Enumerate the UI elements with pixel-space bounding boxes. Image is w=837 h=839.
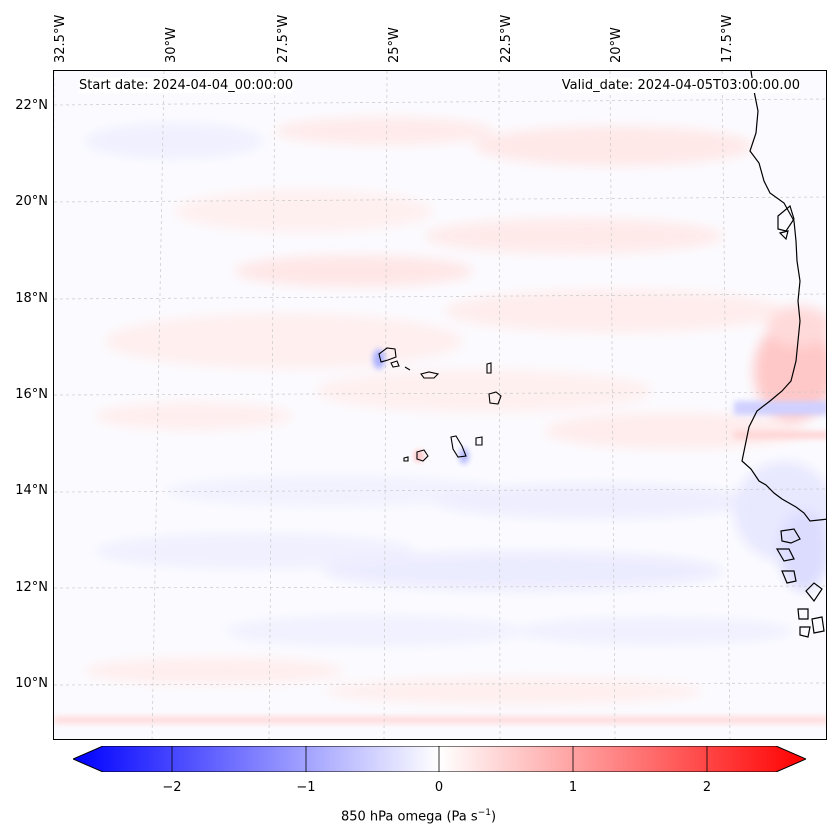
lon-label: 30°W <box>164 27 179 63</box>
lat-label: 12°N <box>15 580 48 595</box>
lon-label: 22.5°W <box>499 14 514 63</box>
colorbar-fill <box>73 746 806 772</box>
island-maio <box>475 436 483 446</box>
lat-label: 18°N <box>15 291 48 306</box>
colorbar-variable: 850 hPa omega <box>340 809 443 825</box>
colorbar-units-exponent: −1 <box>477 808 491 818</box>
map-panel: Start date: 2024-04-04_00:00:00 Valid_da… <box>53 70 827 740</box>
lon-label: 20°W <box>609 27 624 63</box>
lat-label: 14°N <box>15 483 48 498</box>
lat-label: 20°N <box>15 194 48 209</box>
island-sao-vicente <box>390 360 400 368</box>
field-shading <box>84 117 826 705</box>
colorbar-tick-label: 2 <box>702 780 712 795</box>
island-santiago <box>450 435 467 458</box>
island-brava <box>403 456 409 462</box>
colorbar-tick-label: 1 <box>568 780 578 795</box>
start-date-label: Start date: 2024-04-04_00:00:00 <box>79 78 294 93</box>
omega-field <box>54 71 826 739</box>
colorbar-tick-label: −2 <box>162 780 182 795</box>
valid-date-label: Valid_date: 2024-04-05T03:00:00.00 <box>561 78 800 93</box>
lon-label: 25°W <box>387 27 402 63</box>
colorbar-tick-label: 0 <box>434 780 444 795</box>
colorbar <box>73 746 806 772</box>
island-fogo <box>416 449 429 462</box>
lon-label: 27.5°W <box>276 14 291 63</box>
island-sao-nicolau <box>420 371 440 379</box>
lat-label: 22°N <box>15 98 48 113</box>
colorbar-units: Pa s <box>451 809 478 825</box>
colorbar-tick-label: −1 <box>296 780 316 795</box>
islands <box>378 347 502 462</box>
coastline <box>741 71 826 638</box>
lon-label: 17.5°W <box>720 14 735 63</box>
colorbar-title: 850 hPa omega (Pa s−1) <box>340 808 497 825</box>
island-boa-vista <box>488 391 502 405</box>
gridlines <box>54 71 826 739</box>
island-sal <box>486 362 492 374</box>
island-santo-antao <box>378 347 397 363</box>
island-santa-luzia <box>404 366 411 371</box>
lat-label: 10°N <box>15 676 48 691</box>
lat-label: 16°N <box>15 387 48 402</box>
lon-label: 32.5°W <box>53 14 68 63</box>
